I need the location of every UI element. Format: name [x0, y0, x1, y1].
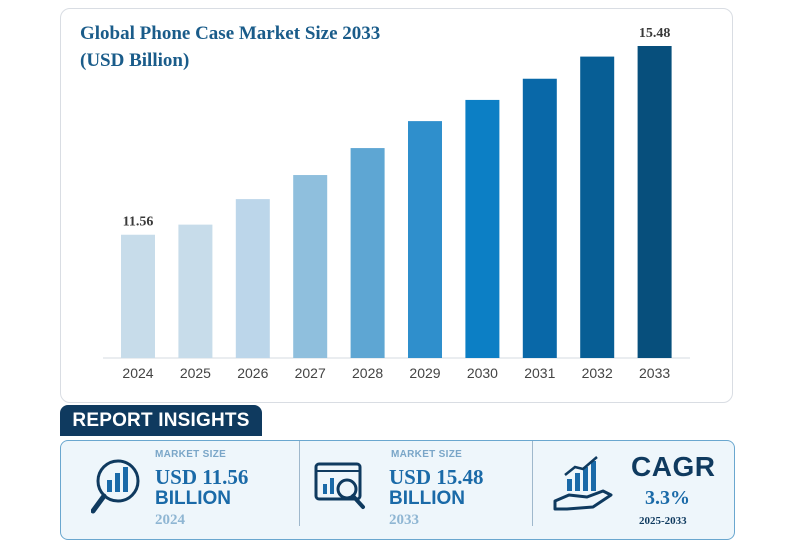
bar-2033: [637, 46, 672, 358]
bar-2031: [522, 78, 557, 359]
data-label-2033: 15.48: [639, 26, 671, 41]
x-tick-label-2025: 2025: [180, 365, 211, 381]
data-label-2024: 11.56: [123, 215, 154, 230]
x-tick-label-2028: 2028: [352, 365, 383, 381]
x-tick-label-2027: 2027: [295, 365, 326, 381]
bar-2030: [465, 99, 500, 358]
market-size-label-2: MARKET SIZE: [391, 449, 463, 460]
chart-card: [60, 8, 733, 403]
bar-chart: 2024 2025 2026 2027 2028 2029 2030 2031 2032 2033…: [103, 26, 690, 381]
market-size-year-2: 2033: [389, 512, 419, 528]
x-tick-label-2029: 2029: [409, 365, 440, 381]
bar-2024: [121, 234, 155, 358]
bar-2032: [580, 56, 615, 359]
market-size-unit-1: BILLION: [155, 488, 231, 509]
bars-group: [121, 46, 672, 359]
chart-title: Global Phone Case Market Size 2033 (USD …: [80, 23, 381, 71]
hand-growth-chart-icon: [553, 456, 613, 511]
cagr-range: 2025-2033: [639, 515, 687, 527]
data-labels: 11.56 15.48: [123, 26, 671, 230]
x-tick-label-2026: 2026: [237, 365, 268, 381]
bar-2029: [408, 121, 442, 358]
market-size-label-1: MARKET SIZE: [155, 449, 227, 460]
magnifier-bar-chart-icon: [91, 459, 140, 514]
x-tick-label-2030: 2030: [467, 365, 498, 381]
insights-panel: MARKET SIZE USD 11.56 BILLION 2024 MARKE…: [60, 440, 735, 540]
bar-2025: [178, 224, 213, 358]
x-tick-label-2033: 2033: [639, 365, 670, 381]
report-insights-tab: REPORT INSIGHTS: [60, 405, 262, 436]
bar-2026: [235, 199, 270, 358]
market-size-value-1: USD 11.56: [155, 465, 249, 489]
cagr-title: CAGR: [631, 451, 716, 482]
cagr-value: 3.3%: [645, 487, 690, 509]
bar-2028: [350, 148, 385, 358]
x-tick-label-2032: 2032: [582, 365, 613, 381]
market-size-unit-2: BILLION: [389, 488, 465, 509]
x-tick-labels: 2024 2025 2026 2027 2028 2029 2030 2031 2032 2033: [122, 365, 670, 381]
market-size-value-2: USD 15.48: [389, 465, 484, 489]
market-size-year-1: 2024: [155, 512, 185, 528]
bar-2027: [293, 175, 328, 358]
divider-1: [299, 441, 300, 526]
monitor-analytics-icon: [314, 462, 365, 509]
divider-2: [532, 441, 533, 526]
x-tick-label-2031: 2031: [524, 365, 555, 381]
x-tick-label-2024: 2024: [122, 365, 153, 381]
